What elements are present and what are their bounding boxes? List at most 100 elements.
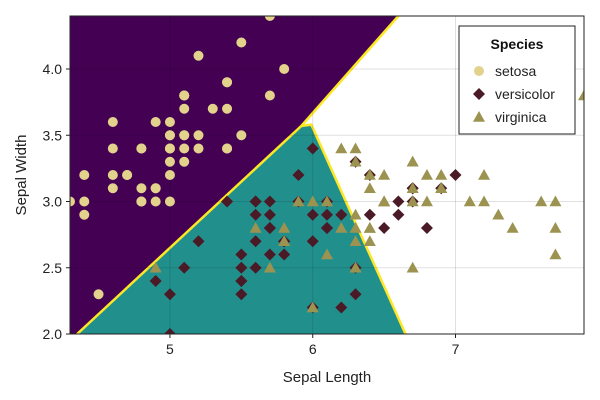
point-virginica (492, 208, 505, 220)
point-versicolor (335, 301, 348, 314)
point-setosa (164, 143, 175, 154)
decision-boundary-2 (301, 123, 407, 334)
point-versicolor (235, 275, 248, 287)
point-virginica (306, 301, 319, 313)
point-virginica (406, 182, 419, 194)
point-virginica (406, 261, 419, 273)
point-setosa (207, 103, 218, 114)
axis-ticks: 5 6 7 2.0 2.5 3.0 3.5 4.0 (43, 61, 460, 357)
point-virginica (321, 248, 333, 260)
point-setosa (107, 170, 118, 180)
point-setosa (179, 103, 190, 114)
point-versicolor (292, 169, 305, 181)
point-versicolor (263, 248, 276, 261)
point-versicolor (321, 222, 333, 234)
point-virginica (406, 155, 419, 167)
point-setosa (222, 143, 233, 154)
point-virginica (349, 142, 362, 154)
point-versicolor (235, 261, 248, 274)
point-setosa (107, 117, 118, 127)
point-versicolor (420, 222, 433, 234)
point-versicolor (321, 208, 333, 221)
point-versicolor (192, 235, 205, 248)
y-tick-label: 3.5 (43, 127, 63, 143)
region-setosa (70, 16, 399, 334)
y-tick-label: 2.5 (43, 260, 63, 276)
point-setosa (136, 143, 147, 154)
point-versicolor (349, 288, 362, 301)
point-virginica (278, 222, 291, 233)
point-versicolor (392, 208, 405, 221)
point-virginica (306, 195, 319, 207)
point-virginica (349, 222, 362, 233)
plot-frame (69, 15, 585, 335)
point-virginica (378, 195, 391, 207)
x-tick-label: 5 (166, 341, 174, 357)
point-setosa (264, 16, 275, 21)
point-versicolor (378, 222, 391, 234)
point-virginica (349, 261, 362, 273)
legend-label-virginica: virginica (495, 109, 547, 125)
point-virginica (349, 155, 362, 167)
point-virginica (435, 182, 448, 194)
point-versicolor (178, 261, 191, 274)
point-setosa (236, 130, 247, 141)
point-setosa (164, 117, 175, 127)
point-setosa (279, 64, 290, 74)
point-virginica (349, 208, 362, 220)
point-setosa (79, 209, 90, 220)
point-versicolor (278, 248, 291, 261)
point-virginica (435, 169, 448, 180)
point-setosa (79, 196, 90, 207)
point-setosa (70, 196, 75, 207)
point-setosa (193, 143, 204, 154)
point-versicolor (306, 208, 319, 221)
point-setosa (193, 50, 204, 61)
y-tick-label: 3.0 (43, 194, 63, 210)
y-tick-label: 4.0 (43, 61, 63, 77)
point-virginica (478, 195, 491, 207)
point-virginica (420, 169, 433, 180)
point-versicolor (249, 208, 262, 221)
point-virginica (420, 195, 433, 207)
point-versicolor (249, 261, 262, 274)
point-virginica (406, 195, 419, 207)
point-virginica (349, 235, 362, 247)
point-virginica (506, 222, 519, 233)
legend-label-setosa: setosa (495, 63, 536, 79)
point-setosa (164, 196, 175, 207)
point-virginica (249, 222, 262, 233)
point-setosa (79, 170, 90, 180)
point-virginica (363, 169, 376, 180)
legend-marker-virginica (473, 111, 485, 122)
point-versicolor (149, 275, 162, 287)
point-versicolor (306, 142, 319, 155)
point-setosa (150, 183, 161, 194)
point-versicolor (392, 195, 405, 208)
point-virginica (535, 195, 548, 207)
point-setosa (93, 289, 104, 300)
point-setosa (222, 103, 233, 114)
point-setosa (136, 183, 147, 194)
point-setosa (164, 130, 175, 141)
x-axis-label: Sepal Length (283, 369, 371, 386)
point-setosa (150, 196, 161, 207)
point-virginica (363, 222, 376, 233)
point-setosa (179, 156, 190, 167)
point-virginica (149, 261, 162, 273)
point-virginica (335, 142, 348, 154)
point-versicolor (263, 195, 276, 208)
point-setosa (236, 37, 247, 48)
x-tick-label: 7 (452, 341, 460, 357)
point-versicolor (221, 195, 234, 208)
legend-marker-versicolor (473, 88, 485, 100)
point-setosa (179, 90, 190, 101)
point-setosa (164, 156, 175, 167)
point-setosa (150, 117, 161, 127)
point-virginica (363, 235, 376, 247)
point-virginica (549, 248, 562, 260)
point-virginica (263, 261, 276, 273)
point-setosa (136, 196, 147, 207)
point-setosa (222, 77, 233, 88)
